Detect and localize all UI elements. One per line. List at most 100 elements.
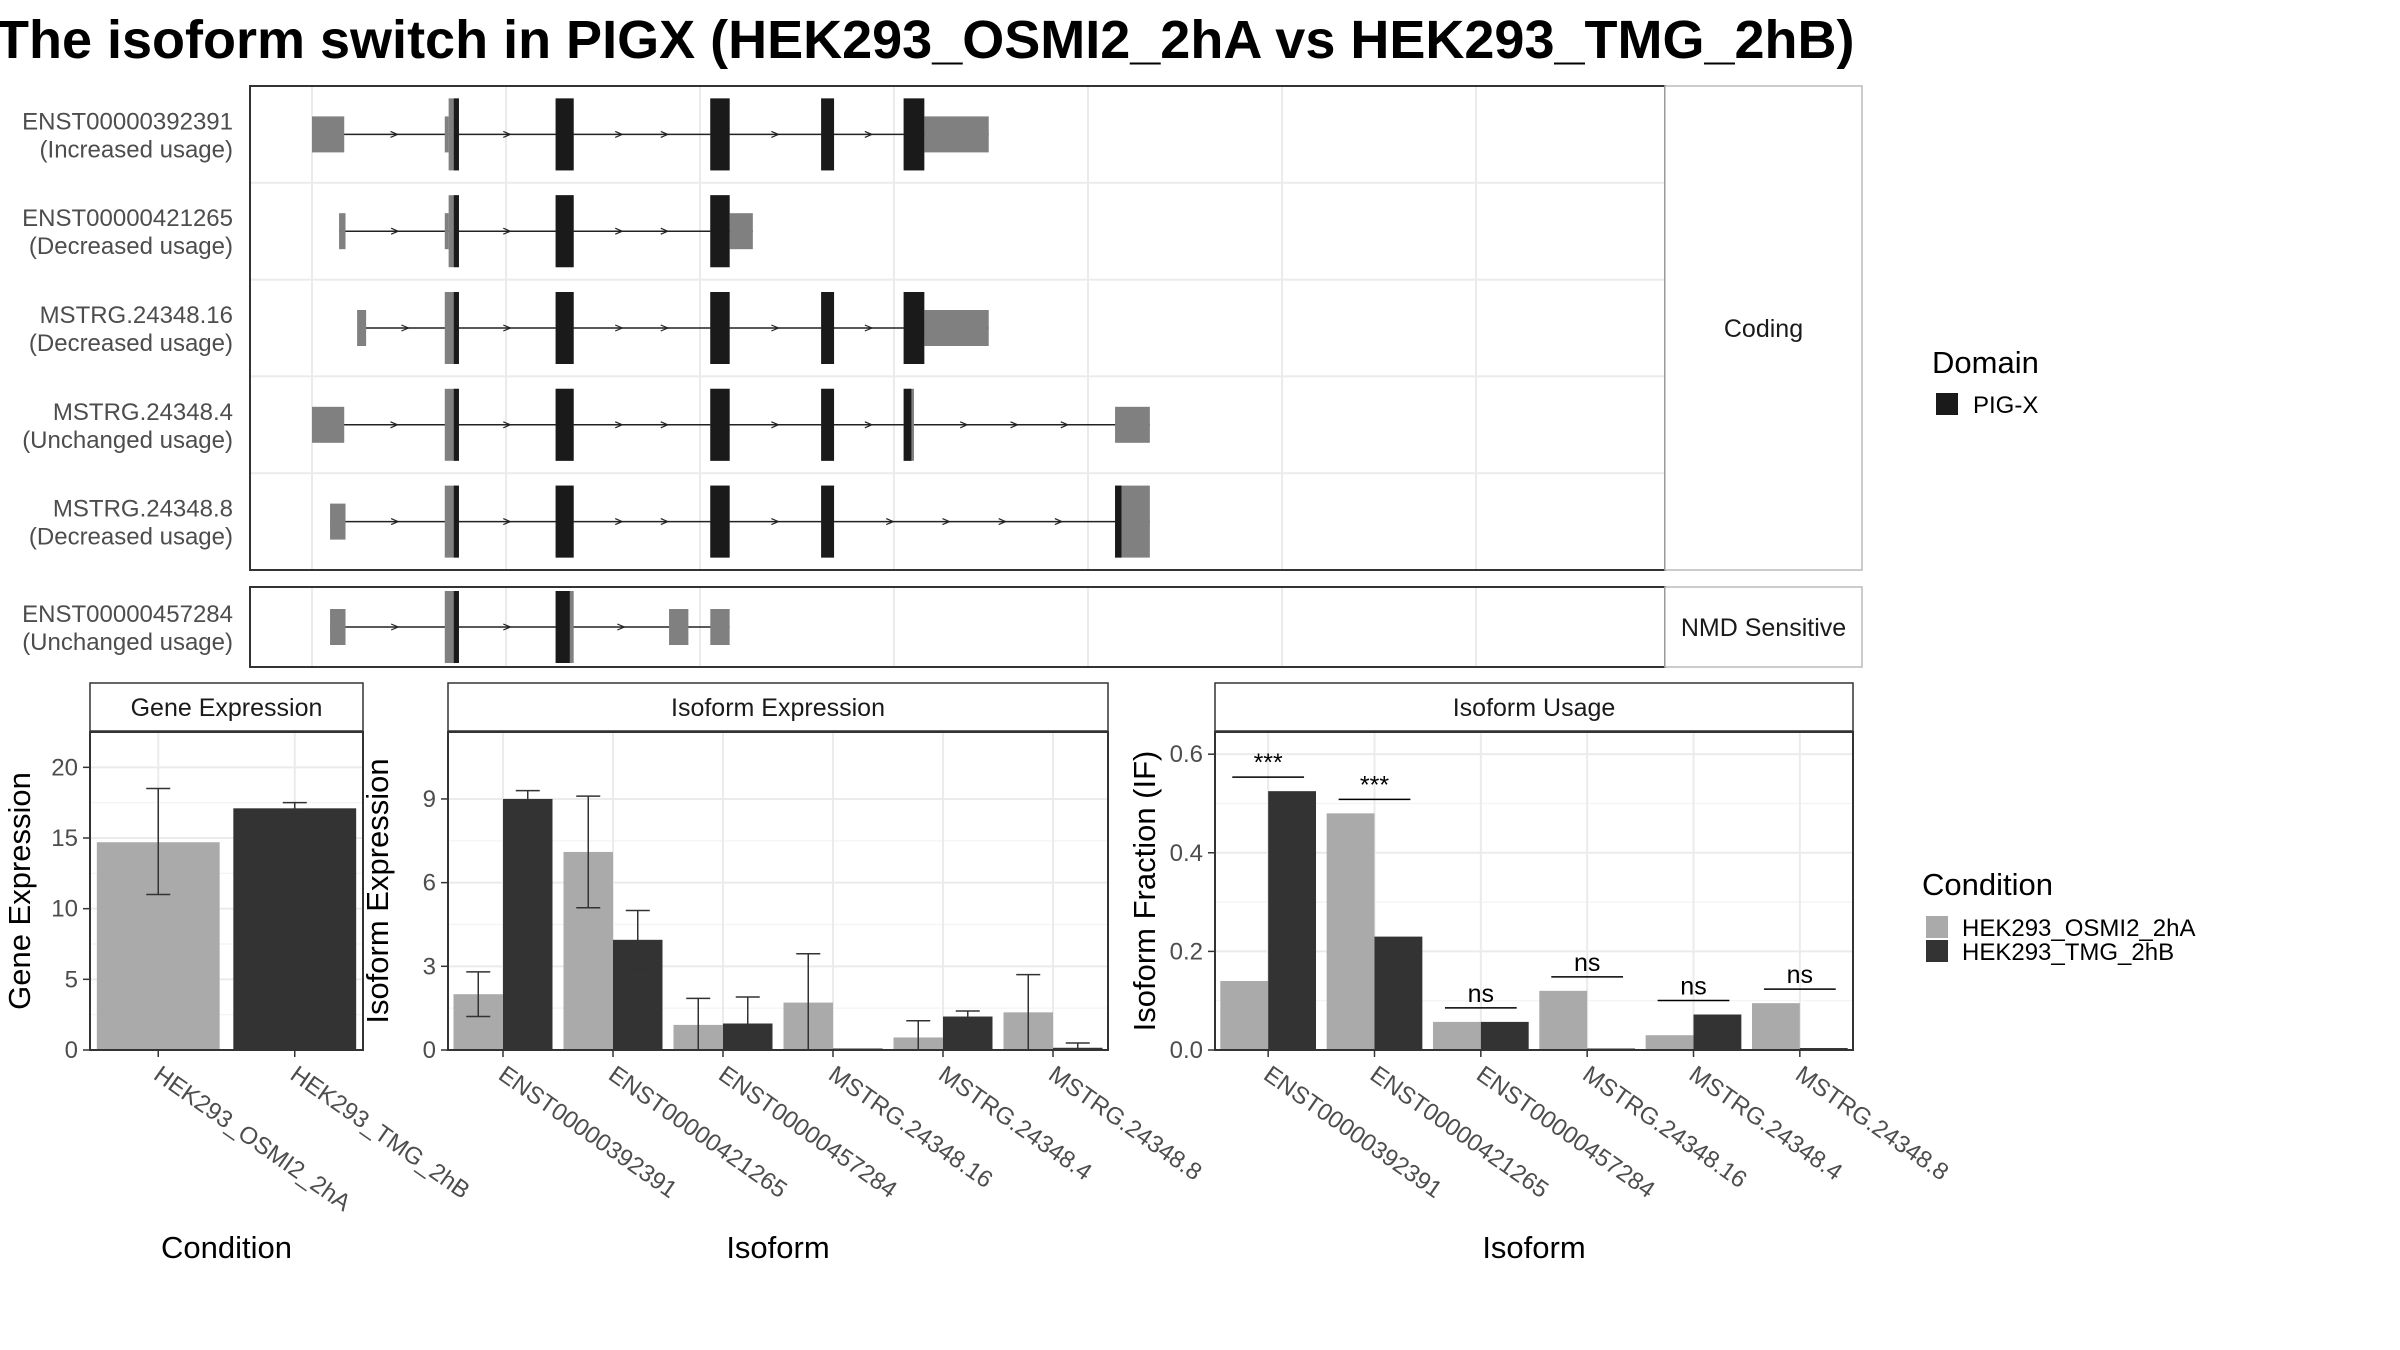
exon	[729, 213, 753, 250]
data-bar	[503, 798, 553, 1050]
intron-arrow	[864, 421, 874, 429]
x-axis-title: Condition	[161, 1230, 292, 1265]
intron-arrow	[959, 421, 969, 429]
group-strip-label: Coding	[1724, 315, 1803, 343]
domain-legend-swatch	[1936, 393, 1958, 415]
y-tick-label: 20	[51, 754, 78, 781]
significance-label: ***	[1254, 749, 1283, 777]
exon	[710, 609, 730, 645]
data-bar	[1751, 1003, 1800, 1050]
chart-strip-label: Isoform Usage	[1453, 694, 1616, 722]
x-tick-label: ENST00000421265	[1365, 1061, 1553, 1204]
group-strip-label: NMD Sensitive	[1681, 614, 1846, 642]
data-bar	[1374, 936, 1423, 1050]
y-tick-label: 10	[51, 896, 78, 923]
data-bar	[1220, 980, 1269, 1050]
data-bar	[1693, 1014, 1742, 1050]
intron-arrow	[660, 324, 670, 332]
intron-arrow	[1054, 518, 1064, 526]
x-tick-label: ENST00000392391	[1259, 1061, 1447, 1204]
y-axis-title: Isoform Expression	[360, 758, 395, 1023]
domain-region	[555, 485, 574, 558]
structure-strip	[1664, 586, 1863, 668]
domain-region	[555, 591, 570, 663]
intron-arrow	[660, 518, 670, 526]
x-tick-label: ENST00000421265	[604, 1061, 792, 1204]
domain-region	[903, 98, 925, 171]
domain-region	[555, 292, 574, 364]
significance-label: ns	[1468, 980, 1494, 1008]
y-tick-label: 0.4	[1170, 840, 1203, 867]
exon	[924, 116, 989, 153]
exon	[444, 116, 449, 153]
data-bar	[1480, 1021, 1529, 1050]
chart-strip	[89, 682, 364, 732]
significance-label: ***	[1360, 771, 1389, 799]
intron-arrow	[390, 227, 400, 235]
x-tick-label: ENST00000457284	[714, 1061, 902, 1204]
transcript-usage-label: (Decreased usage)	[29, 524, 233, 551]
data-bar	[1326, 813, 1375, 1050]
domain-region	[555, 195, 574, 268]
condition-legend-label: HEK293_OSMI2_2hA	[1962, 915, 2195, 942]
x-tick-label: ENST00000392391	[494, 1061, 682, 1204]
transcript-id-label: ENST00000421265	[22, 205, 233, 232]
intron-arrow	[771, 130, 780, 138]
data-bar	[1645, 1035, 1694, 1050]
y-tick-label: 5	[65, 966, 78, 993]
y-tick-label: 3	[423, 953, 436, 980]
exon	[669, 609, 689, 645]
y-tick-label: 0.2	[1170, 938, 1203, 965]
transcript-id-label: MSTRG.24348.4	[53, 399, 233, 426]
x-axis-title: Isoform	[726, 1230, 829, 1265]
y-tick-label: 0	[423, 1037, 436, 1064]
y-axis-title: Gene Expression	[2, 772, 37, 1010]
intron-arrow	[1010, 421, 1020, 429]
transcript-usage-label: (Decreased usage)	[29, 330, 233, 357]
significance-label: ns	[1680, 973, 1706, 1001]
intron-arrow	[771, 421, 780, 429]
intron-arrow	[660, 421, 670, 429]
domain-region	[903, 292, 925, 364]
exon	[1115, 406, 1150, 443]
intron-arrow	[771, 324, 780, 332]
y-tick-label: 0.6	[1170, 741, 1203, 768]
transcript-id-label: ENST00000392391	[22, 108, 233, 135]
condition-legend-title: Condition	[1922, 867, 2053, 902]
exon	[444, 213, 449, 250]
bar-chart-panel: Isoform Expression 0 3 6 9 ENST00000392391ENS…	[360, 682, 1207, 1265]
intron-arrow	[942, 518, 951, 526]
intron-arrow	[503, 421, 512, 429]
exon	[330, 503, 346, 540]
intron-arrow	[886, 518, 895, 526]
intron-arrow	[390, 421, 400, 429]
exon	[312, 406, 345, 443]
intron-arrow	[614, 324, 624, 332]
significance-label: ns	[1787, 961, 1813, 989]
chart-panel-border	[1214, 731, 1854, 1051]
chart-strip-label: Isoform Expression	[671, 694, 885, 722]
domain-region	[453, 388, 459, 461]
transcript-usage-label: (Increased usage)	[40, 136, 233, 163]
domain-legend-title: Domain	[1932, 345, 2039, 380]
domain-region	[1115, 485, 1122, 558]
exon	[357, 310, 367, 346]
y-tick-label: 6	[423, 870, 436, 897]
exon	[924, 310, 989, 346]
domain-region	[821, 485, 835, 558]
intron-arrow	[390, 518, 400, 526]
y-tick-label: 0	[65, 1037, 78, 1064]
figure-title: The isoform switch in PIGX (HEK293_OSMI2…	[0, 10, 1855, 70]
chart-panel-border	[89, 731, 364, 1051]
intron-arrow	[864, 324, 874, 332]
transcript-id-label: MSTRG.24348.16	[40, 302, 233, 329]
domain-region	[710, 98, 730, 171]
intron-arrow	[503, 227, 512, 235]
chart-strip	[1214, 682, 1854, 732]
domain-region	[555, 98, 574, 171]
intron-arrow	[503, 130, 512, 138]
chart-panel-border	[447, 731, 1109, 1051]
condition-legend-swatch	[1926, 916, 1948, 938]
structure-strip	[1664, 85, 1863, 571]
